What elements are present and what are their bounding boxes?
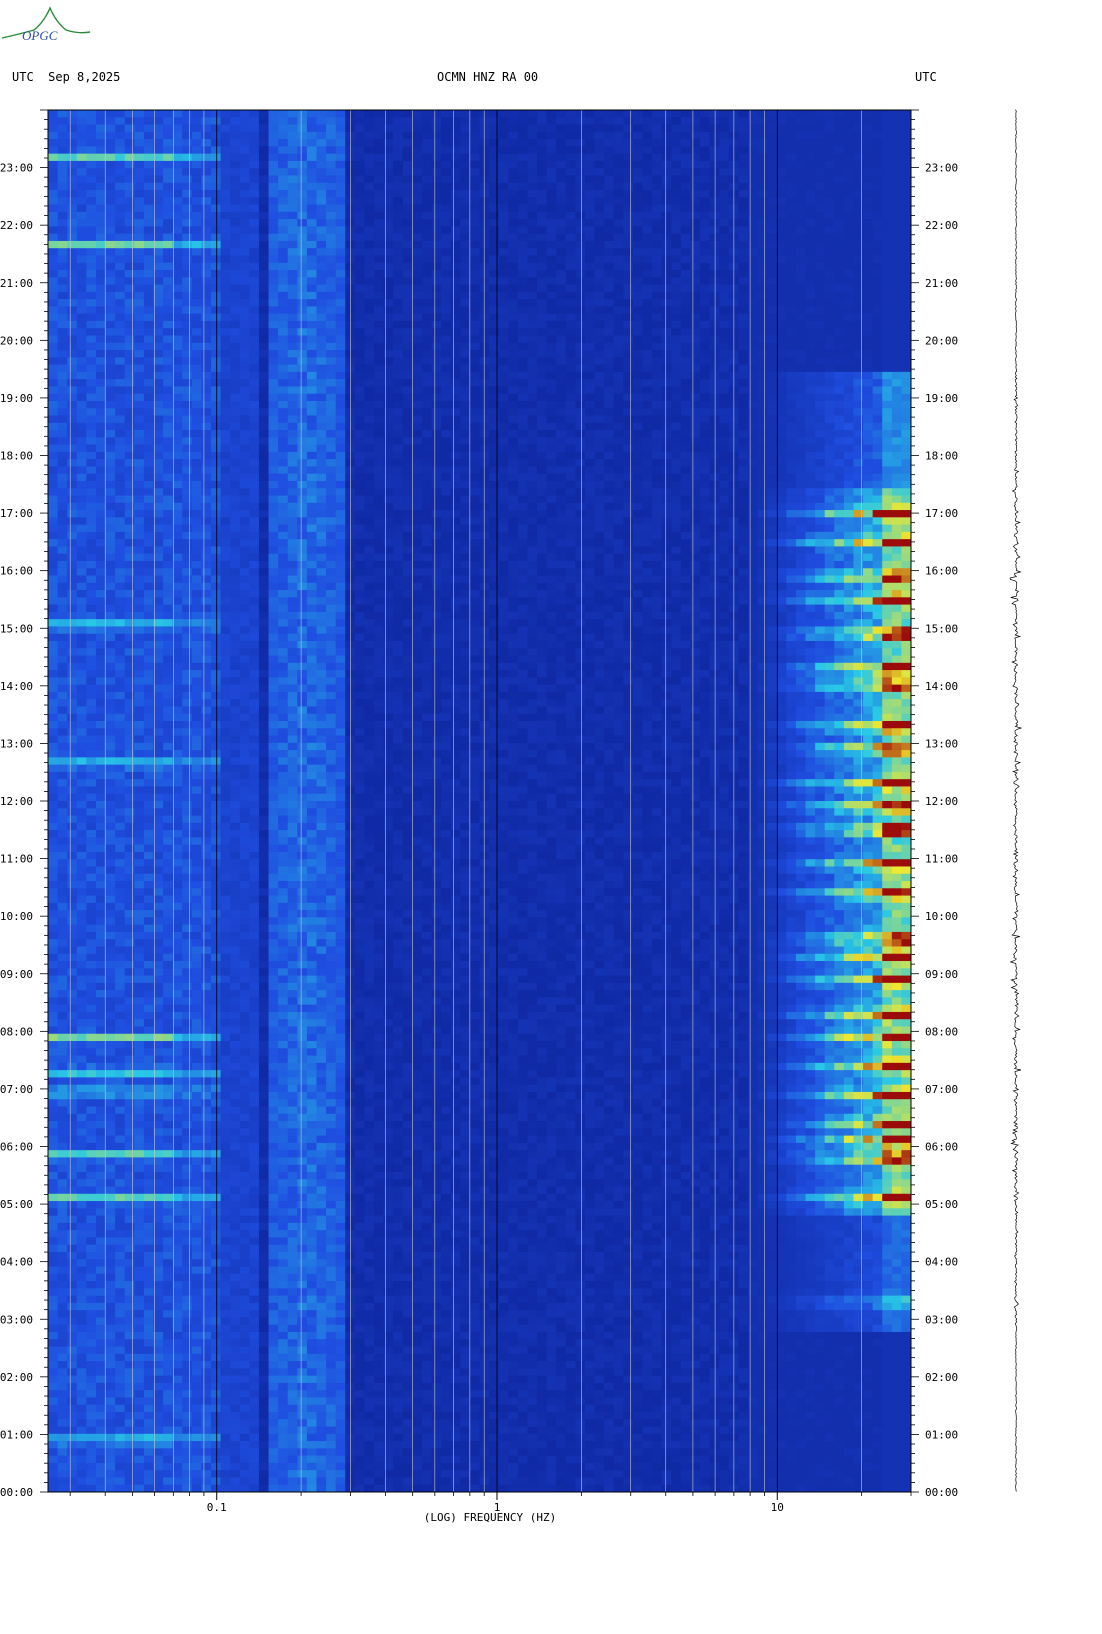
y-tick-label-right: 07:00: [925, 1083, 958, 1096]
y-tick-label-right: 21:00: [925, 277, 958, 290]
logo-text: OPGC: [22, 28, 58, 43]
y-tick-label-right: 06:00: [925, 1141, 958, 1154]
y-tick-label-left: 15:00: [0, 622, 33, 635]
y-tick-label-left: 20:00: [0, 334, 33, 347]
header-center-label: OCMN HNZ RA 00: [437, 70, 539, 84]
y-axis-left: 00:00 01:00 02:00 03:00 04:00 05:00 06:00 07:00…: [0, 109, 48, 1499]
y-tick-label-right: 04:00: [925, 1256, 958, 1269]
y-tick-label-left: 00:00: [0, 1486, 33, 1499]
y-tick-label-left: 22:00: [0, 219, 33, 232]
y-axis-right: 00:00 01:00 02:00 03:00 04:00 05:00 06:00 07:00…: [911, 109, 958, 1499]
seismogram-trace: [1009, 109, 1023, 1492]
y-tick-label-left: 08:00: [0, 1025, 33, 1038]
header-left-label: UTC Sep 8,2025: [12, 70, 121, 84]
y-tick-label-right: 10:00: [925, 910, 958, 923]
y-tick-label-left: 09:00: [0, 968, 33, 981]
y-tick-label-left: 13:00: [0, 737, 33, 750]
y-tick-label-right: 16:00: [925, 565, 958, 578]
y-tick-label-left: 10:00: [0, 910, 33, 923]
y-tick-label-right: 15:00: [925, 622, 958, 635]
y-tick-label-left: 18:00: [0, 450, 33, 463]
opgc-logo: OPGC: [1, 6, 91, 43]
y-tick-label-left: 04:00: [0, 1256, 33, 1269]
spectrogram-heatmap: [48, 110, 911, 1492]
x-tick-label: 0.1: [207, 1501, 227, 1514]
y-tick-label-left: 05:00: [0, 1198, 33, 1211]
y-tick-label-right: 23:00: [925, 162, 958, 175]
y-tick-label-right: 08:00: [925, 1025, 958, 1038]
y-tick-label-left: 02:00: [0, 1371, 33, 1384]
y-tick-label-right: 05:00: [925, 1198, 958, 1211]
x-tick-label: 10: [771, 1501, 784, 1514]
y-tick-label-left: 23:00: [0, 162, 33, 175]
x-axis: 0.1 1 10: [69, 1492, 912, 1514]
y-tick-label-left: 19:00: [0, 392, 33, 405]
y-tick-label-right: 03:00: [925, 1313, 958, 1326]
y-tick-label-left: 01:00: [0, 1428, 33, 1441]
y-tick-label-right: 01:00: [925, 1428, 958, 1441]
frequency-gridlines: [69, 110, 911, 1492]
y-tick-label-right: 09:00: [925, 968, 958, 981]
y-tick-label-left: 14:00: [0, 680, 33, 693]
y-tick-label-right: 20:00: [925, 334, 958, 347]
x-axis-label: (LOG) FREQUENCY (HZ): [424, 1511, 556, 1524]
y-tick-label-left: 11:00: [0, 853, 33, 866]
y-tick-label-left: 21:00: [0, 277, 33, 290]
x-tick-label: 1: [494, 1501, 501, 1514]
y-tick-label-right: 14:00: [925, 680, 958, 693]
y-tick-label-left: 12:00: [0, 795, 33, 808]
y-tick-label-right: 11:00: [925, 853, 958, 866]
header-right-label: UTC: [915, 70, 937, 84]
y-tick-label-left: 03:00: [0, 1313, 33, 1326]
y-tick-label-right: 17:00: [925, 507, 958, 520]
y-tick-label-right: 19:00: [925, 392, 958, 405]
y-tick-label-right: 22:00: [925, 219, 958, 232]
y-tick-label-left: 06:00: [0, 1141, 33, 1154]
y-tick-label-left: 17:00: [0, 507, 33, 520]
y-tick-label-right: 12:00: [925, 795, 958, 808]
y-tick-label-right: 02:00: [925, 1371, 958, 1384]
y-tick-label-right: 13:00: [925, 737, 958, 750]
y-tick-label-right: 00:00: [925, 1486, 958, 1499]
y-tick-label-left: 07:00: [0, 1083, 33, 1096]
y-tick-label-right: 18:00: [925, 450, 958, 463]
y-tick-label-left: 16:00: [0, 565, 33, 578]
